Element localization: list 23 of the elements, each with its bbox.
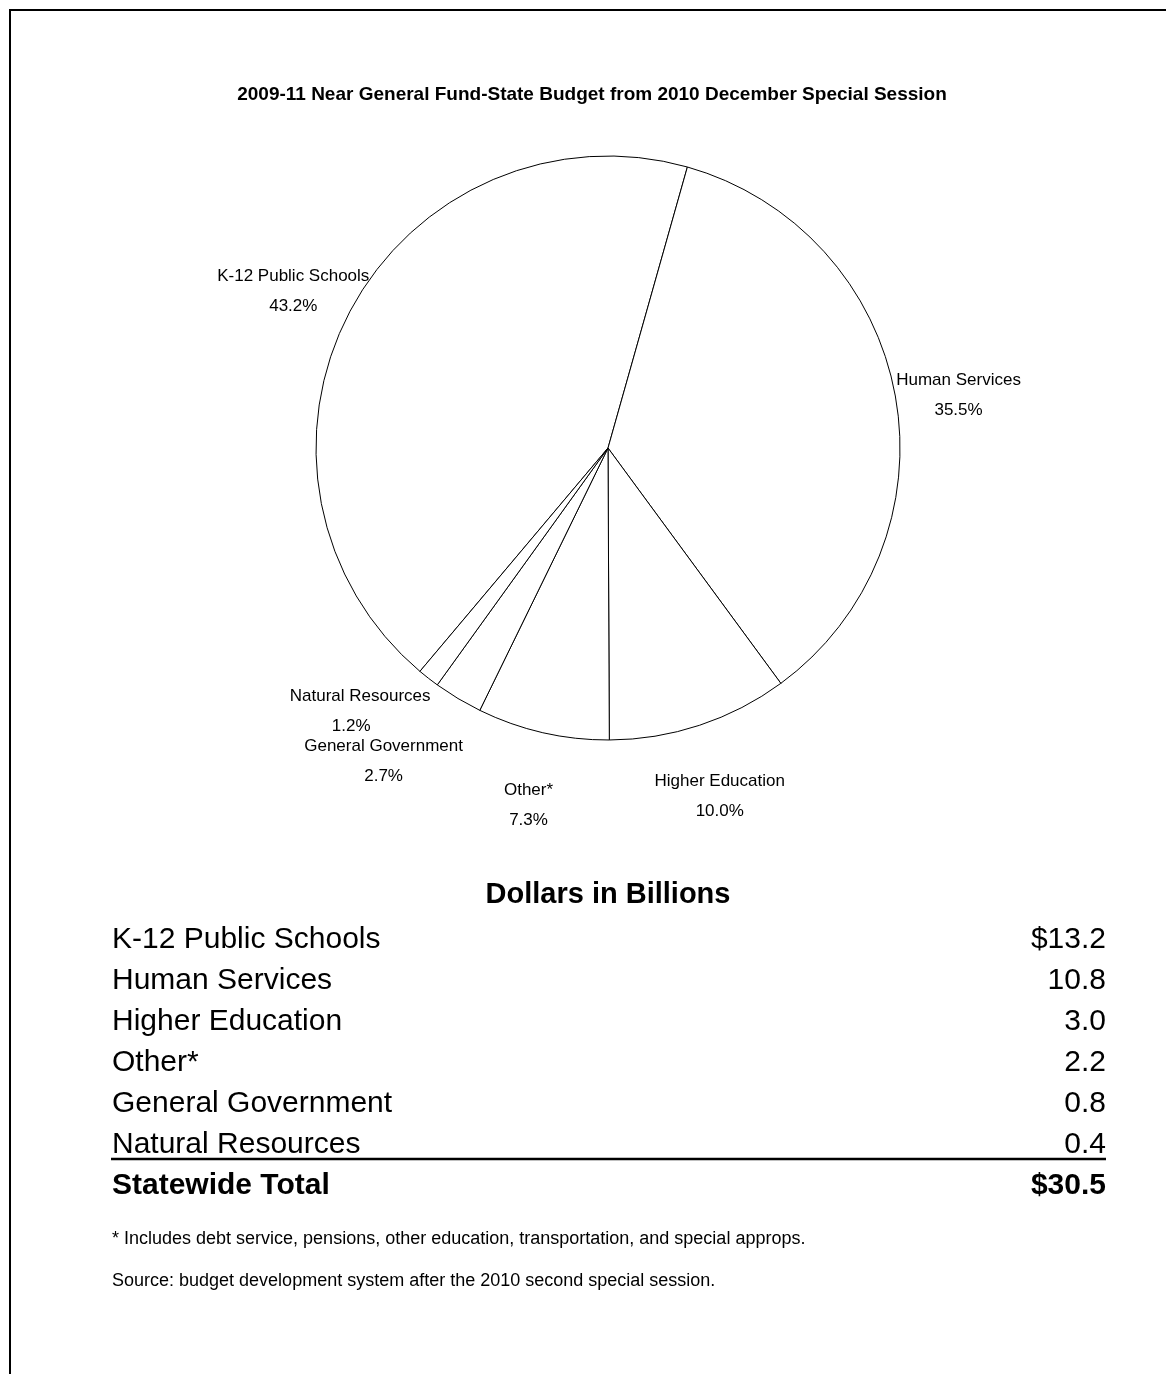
slice-label: Natural Resources — [289, 686, 431, 706]
slice-label: Other* — [503, 780, 554, 800]
text: General Government 0.8 — [112, 1085, 1106, 1118]
data-label: 2.7% — [364, 766, 403, 786]
slice-label: Human Services — [896, 369, 1021, 389]
text: * Includes debt service, pensions, other education, transportation, and special approps. — [112, 1228, 806, 1248]
data-label: 1.2% — [331, 716, 371, 736]
text: Human Services 10.8 — [112, 962, 1106, 995]
slice-label: K-12 Public Schools — [217, 266, 370, 286]
data-label: 43.2% — [269, 296, 318, 316]
data-label: 7.3% — [509, 810, 548, 830]
text: Statewide Total $30.5 — [112, 1167, 1106, 1200]
source-note: Source: budget development system after the 2010 second special session. — [112, 1270, 716, 1290]
data-label: 35.5% — [934, 399, 983, 419]
text: Other* 2.2 — [112, 1044, 1106, 1077]
slice-label: Higher Education — [654, 771, 785, 791]
text: Higher Education 3.0 — [112, 1003, 1106, 1036]
data-label: 10.0% — [695, 801, 744, 821]
slice-label: General Government — [304, 736, 464, 756]
text: Dollars in Billions — [485, 877, 731, 909]
chart-title: 2009-11 Near General Fund-State Budget from 2010 December Special Session — [237, 83, 947, 104]
text: K-12 Public Schools $13.2 — [112, 921, 1106, 954]
text: Natural Resources 0.4 — [112, 1126, 1106, 1159]
